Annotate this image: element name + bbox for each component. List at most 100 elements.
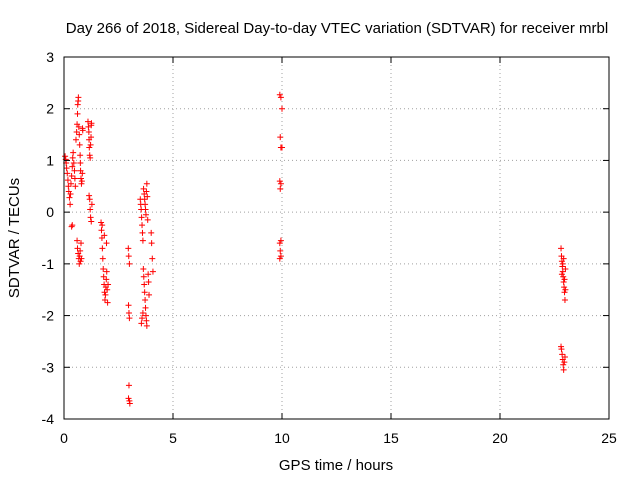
data-point-marker	[87, 206, 94, 213]
data-point-marker	[139, 315, 146, 322]
data-point-marker	[277, 134, 284, 141]
data-point-marker	[142, 201, 149, 208]
data-point-marker	[279, 105, 285, 112]
data-point-marker	[277, 180, 284, 187]
data-point-marker	[561, 353, 568, 360]
data-point-marker	[277, 94, 284, 101]
data-point-marker	[148, 229, 155, 236]
grid-lines	[64, 57, 609, 419]
y-tick-label: -2	[42, 308, 55, 324]
data-point-marker	[561, 297, 568, 304]
data-point-marker	[103, 240, 110, 247]
data-point-marker	[71, 175, 78, 182]
data-point-marker	[75, 123, 82, 130]
data-point-marker	[558, 271, 565, 278]
data-point-marker	[69, 154, 76, 161]
data-points	[62, 91, 569, 407]
data-point-marker	[99, 222, 106, 229]
data-point-marker	[140, 266, 147, 273]
data-point-marker	[87, 214, 94, 221]
data-point-marker	[86, 144, 93, 151]
data-point-marker	[126, 260, 133, 267]
x-tick-label: 20	[492, 430, 508, 446]
data-point-marker	[126, 400, 133, 407]
data-point-marker	[77, 258, 84, 265]
data-point-marker	[558, 346, 565, 353]
data-point-marker	[146, 291, 153, 298]
data-point-marker	[561, 284, 568, 291]
data-point-marker	[560, 361, 567, 368]
data-point-marker	[104, 299, 111, 306]
data-point-marker	[101, 297, 108, 304]
data-point-marker	[144, 216, 151, 223]
data-point-marker	[70, 149, 77, 156]
data-point-marker	[88, 201, 95, 208]
data-point-marker	[149, 268, 156, 275]
data-point-marker	[62, 153, 69, 160]
y-tick-label: 1	[46, 152, 54, 168]
data-point-marker	[104, 286, 111, 293]
data-point-marker	[98, 227, 105, 234]
data-point-marker	[125, 253, 132, 260]
data-point-marker	[148, 240, 155, 247]
data-point-marker	[277, 185, 284, 192]
data-point-marker	[87, 141, 94, 148]
data-point-marker	[560, 278, 567, 285]
data-point-marker	[85, 128, 92, 135]
x-tick-label: 10	[274, 430, 290, 446]
data-point-marker	[276, 240, 283, 247]
data-point-marker	[561, 289, 568, 296]
data-point-marker	[78, 255, 85, 262]
y-tick-label: 3	[46, 49, 54, 65]
data-point-marker	[143, 188, 150, 195]
data-point-marker	[562, 286, 569, 293]
data-point-marker	[87, 154, 94, 161]
data-point-marker	[101, 289, 108, 296]
data-point-marker	[88, 120, 95, 127]
data-point-marker	[100, 266, 107, 273]
data-point-marker	[139, 229, 146, 236]
tick-labels: 0 5 10 15 20 25 -4 -3 -2 -1 0 1 2 3	[42, 49, 617, 446]
data-point-marker	[143, 180, 150, 187]
data-point-marker	[88, 134, 95, 141]
y-axis-label: SDTVAR / TECUs	[6, 178, 23, 298]
y-tick-label: -1	[42, 256, 55, 272]
data-point-marker	[143, 322, 150, 329]
data-point-marker	[142, 297, 149, 304]
data-point-marker	[74, 110, 81, 117]
data-point-marker	[145, 271, 152, 278]
data-point-marker	[64, 177, 71, 184]
data-point-marker	[78, 175, 85, 182]
data-point-marker	[144, 193, 151, 200]
data-point-marker	[139, 222, 146, 229]
data-point-marker	[88, 218, 95, 225]
data-point-marker	[76, 260, 83, 267]
x-tick-label: 5	[169, 430, 177, 446]
data-point-marker	[138, 214, 145, 221]
data-point-marker	[277, 247, 284, 254]
data-point-marker	[142, 211, 149, 218]
data-point-marker	[139, 237, 146, 244]
data-point-marker	[276, 91, 283, 98]
data-point-marker	[100, 273, 107, 280]
plot-frame	[63, 56, 610, 420]
data-point-marker	[77, 160, 84, 167]
data-point-marker	[70, 160, 77, 167]
data-point-marker	[98, 219, 105, 226]
data-point-marker	[74, 245, 81, 252]
x-axis-label: GPS time / hours	[279, 457, 393, 474]
data-point-marker	[560, 273, 567, 280]
x-tick-label: 25	[601, 430, 617, 446]
data-point-marker	[125, 302, 132, 309]
data-point-marker	[99, 255, 106, 262]
data-point-marker	[79, 170, 86, 177]
data-point-marker	[125, 382, 132, 389]
data-point-marker	[277, 237, 284, 244]
data-point-marker	[67, 201, 74, 208]
axis-ticks	[63, 56, 610, 420]
data-point-marker	[142, 206, 149, 213]
data-point-marker	[145, 278, 152, 285]
data-point-marker	[125, 309, 132, 316]
data-point-marker	[73, 128, 80, 135]
